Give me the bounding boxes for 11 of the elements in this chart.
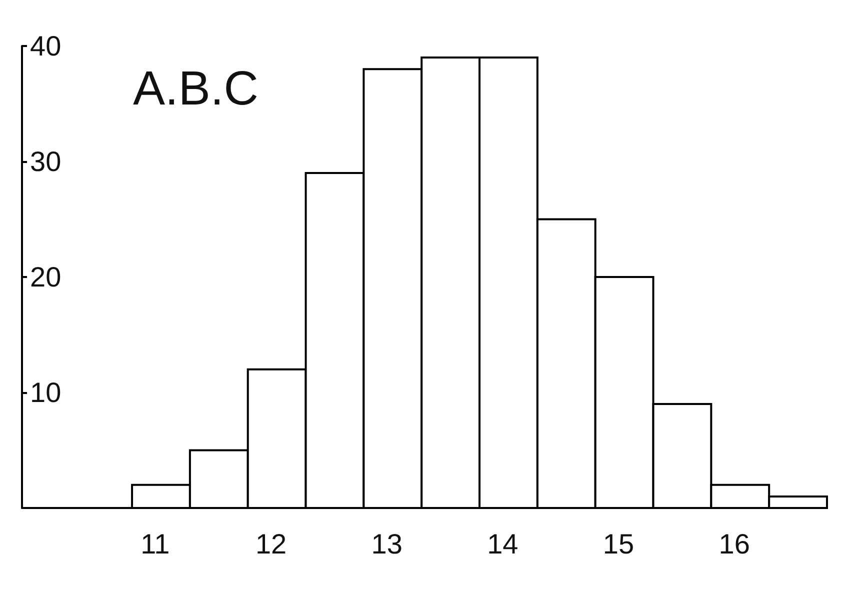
chart-title: A.B.C <box>133 62 258 116</box>
y-tick-label: 40 <box>30 30 62 62</box>
y-tick-label: 30 <box>30 146 62 177</box>
x-tick-label: 11 <box>140 528 170 560</box>
x-tick-label: 15 <box>602 528 634 560</box>
x-tick-label: 13 <box>371 528 402 560</box>
y-tick-label: 20 <box>30 262 62 292</box>
y-tick-label: 10 <box>30 377 62 408</box>
x-tick-label: 14 <box>487 528 518 560</box>
x-tick-label: 12 <box>255 528 287 560</box>
x-tick-label: 16 <box>718 528 750 560</box>
